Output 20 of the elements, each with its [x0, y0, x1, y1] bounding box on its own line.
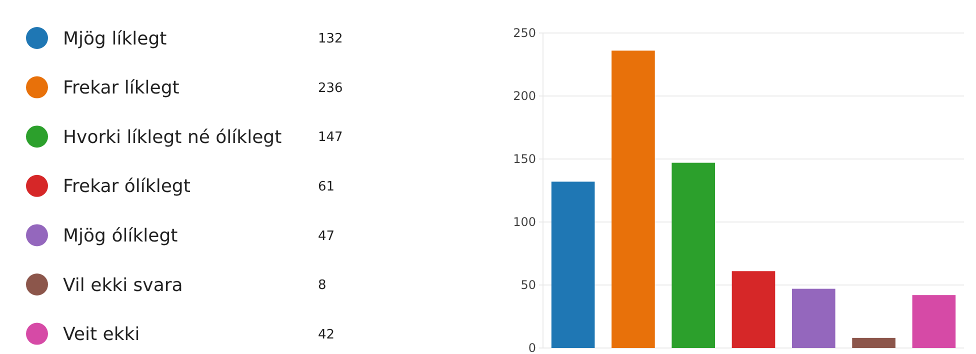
- y-tick-label: 200: [513, 89, 536, 104]
- legend-label: Hvorki líklegt né ólíklegt: [63, 126, 282, 148]
- text: 47: [318, 228, 335, 244]
- legend-label: Frekar líklegt: [63, 78, 180, 99]
- legend-label: Mjög líklegt: [63, 28, 167, 50]
- legend-label: Veit ekki: [63, 324, 140, 346]
- y-tick-label: 0: [528, 341, 536, 354]
- y-tick-label: 250: [513, 26, 536, 40]
- text: 42: [318, 327, 335, 342]
- text: 236: [318, 80, 343, 96]
- text: 8: [318, 278, 326, 294]
- y-tick-label: 150: [513, 152, 536, 166]
- text: 132: [318, 32, 343, 47]
- text: 61: [318, 179, 335, 194]
- legend-label: Mjög ólíklegt: [63, 226, 178, 246]
- legend-label: Frekar ólíklegt: [63, 176, 190, 198]
- legend-label: Vil ekki svara: [63, 274, 183, 296]
- y-tick-label: 50: [520, 278, 536, 292]
- y-tick-label: 100: [513, 215, 536, 230]
- text: 147: [318, 130, 343, 146]
